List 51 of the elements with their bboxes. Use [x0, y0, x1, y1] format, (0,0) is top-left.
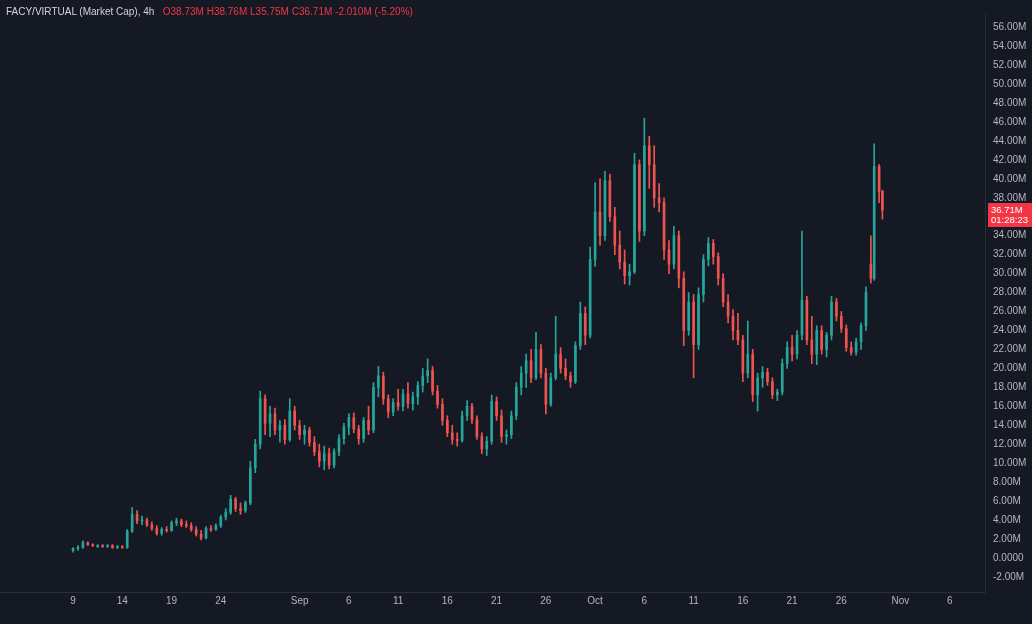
y-tick-label: 30.00M: [993, 267, 1027, 279]
x-tick-label: 6: [346, 594, 353, 606]
x-tick-label: 26: [835, 594, 848, 606]
x-tick-label: 16: [441, 594, 454, 606]
y-tick-label: 16.00M: [993, 400, 1027, 412]
y-tick-label: 14.00M: [993, 418, 1027, 430]
x-tick-label: 6: [641, 594, 648, 606]
x-tick-label: 19: [165, 594, 178, 606]
y-tick-label: 40.00M: [993, 172, 1027, 184]
x-tick-label: 21: [491, 594, 503, 606]
y-tick-label: 52.00M: [993, 58, 1027, 70]
y-tick-label: 50.00M: [993, 77, 1027, 89]
x-tick-label: 24: [215, 594, 227, 606]
y-tick-label: 38.00M: [993, 191, 1027, 203]
x-tick-label: 26: [540, 594, 552, 606]
x-tick-label: Oct: [587, 594, 604, 606]
y-tick-label: 18.00M: [993, 381, 1027, 393]
y-tick-label: 6.00M: [993, 494, 1021, 506]
y-tick-label: 10.00M: [993, 456, 1027, 468]
text: 01:28:23: [991, 213, 1028, 225]
y-tick-label: 2.00M: [993, 532, 1021, 544]
y-tick-label: 20.00M: [993, 362, 1027, 374]
x-tick-label: 11: [392, 594, 404, 606]
y-tick-label: -2.00M: [993, 570, 1025, 582]
y-tick-label: 48.00M: [993, 96, 1027, 108]
y-tick-label: 32.00M: [993, 248, 1027, 260]
x-tick-label: 14: [116, 594, 129, 606]
y-tick-label: 4.00M: [993, 513, 1021, 525]
y-tick-label: 42.00M: [993, 153, 1027, 165]
x-tick-label: Nov: [891, 594, 910, 606]
x-tick-label: 6: [946, 594, 953, 606]
chart-title: FACY/VIRTUAL (Market Cap), 4h: [6, 5, 155, 17]
annotation: O38.73M H38.76M L35.75M C36.71M -2.010M (-5.20%): [162, 5, 413, 17]
x-tick-label: 11: [688, 594, 700, 606]
x-tick-label: Sep: [290, 594, 309, 606]
y-tick-label: 28.00M: [993, 286, 1027, 298]
x-tick-label: 16: [737, 594, 749, 606]
text: 36.71M: [991, 203, 1023, 215]
y-tick-label: 34.00M: [993, 229, 1027, 241]
y-tick-label: 46.00M: [993, 115, 1027, 127]
y-tick-label: 56.00M: [993, 21, 1027, 33]
y-tick-label: 12.00M: [993, 437, 1027, 449]
y-tick-label: 54.00M: [993, 39, 1027, 51]
y-tick-label: 26.00M: [993, 305, 1027, 317]
x-tick-label: 9: [70, 594, 77, 606]
y-tick-label: 22.00M: [993, 343, 1027, 355]
x-tick-label: 21: [786, 594, 799, 606]
y-tick-label: 0.0000: [993, 551, 1025, 563]
y-tick-label: 44.00M: [993, 134, 1027, 146]
y-tick-label: 8.00M: [993, 475, 1021, 487]
y-tick-label: 24.00M: [993, 324, 1027, 336]
